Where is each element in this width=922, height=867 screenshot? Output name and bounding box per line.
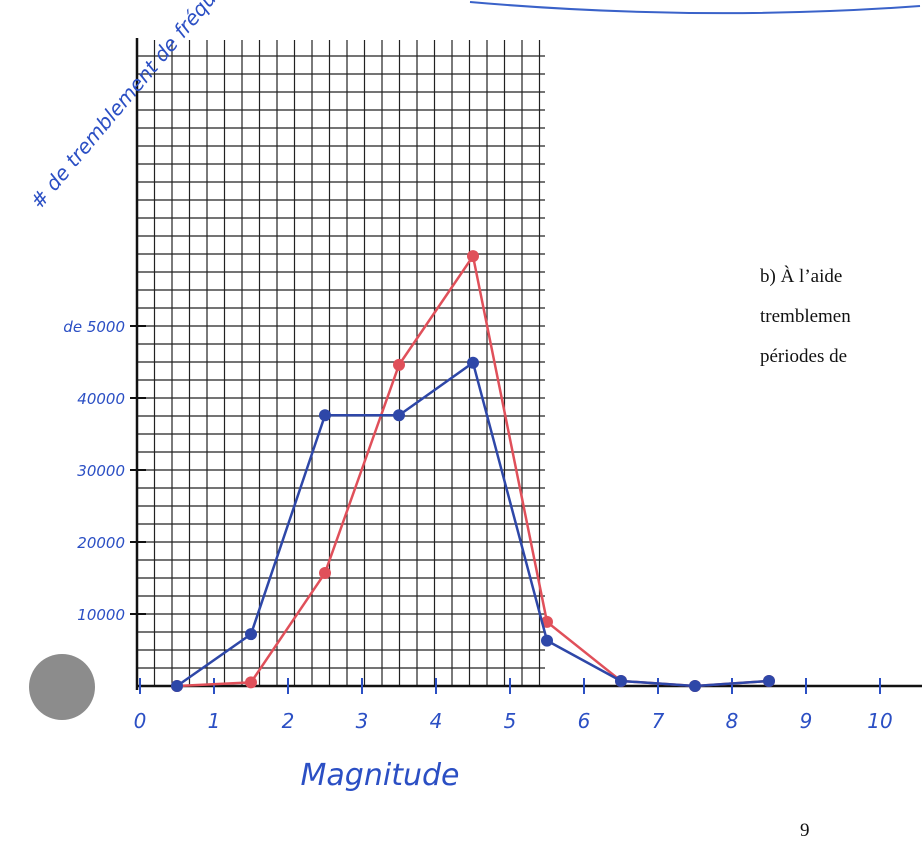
x-tick-label: 10: [867, 709, 892, 733]
x-tick-label: 2: [282, 709, 295, 733]
data-point: [615, 674, 627, 687]
hole-punch: [29, 654, 95, 720]
data-point: [541, 634, 553, 647]
page-number: 9: [800, 820, 810, 841]
data-point: [245, 628, 257, 641]
series-line: [176, 253, 770, 688]
data-point: [393, 409, 405, 422]
data-point: [319, 566, 331, 579]
x-tick-label: 1: [208, 709, 221, 733]
y-tick-label: 30000: [77, 462, 125, 480]
data-point: [393, 358, 405, 371]
x-tick-label: 0: [134, 709, 147, 733]
data-point: [245, 676, 257, 689]
data-point: [467, 250, 479, 263]
x-tick-label: 5: [504, 709, 517, 733]
question-text: b) À l’aide: [760, 265, 842, 287]
data-point: [763, 674, 775, 687]
x-tick-label: 6: [578, 709, 591, 733]
y-tick-label: 20000: [77, 534, 125, 552]
data-point: [467, 356, 479, 369]
y-axis-label: # de tremblement de fréquence: [25, 0, 252, 213]
x-tick-label: 9: [800, 709, 813, 733]
x-tick-label: 3: [356, 709, 369, 733]
data-point: [171, 680, 183, 692]
decoration: [469, 1, 921, 15]
x-tick-label: 4: [430, 709, 443, 733]
data-point: [689, 680, 701, 692]
grid-paper: [136, 40, 545, 687]
y-tick-label: 40000: [77, 390, 125, 408]
data-point: [319, 409, 331, 422]
question-text: périodes de: [760, 346, 847, 367]
question-text: tremblemen: [760, 306, 851, 327]
y-tick-label: de 5000: [63, 318, 125, 336]
x-tick-label: 7: [652, 709, 665, 733]
y-tick-label: 10000: [77, 606, 125, 624]
x-tick-label: 8: [726, 709, 739, 733]
x-axis-label: Magnitude: [301, 758, 460, 793]
